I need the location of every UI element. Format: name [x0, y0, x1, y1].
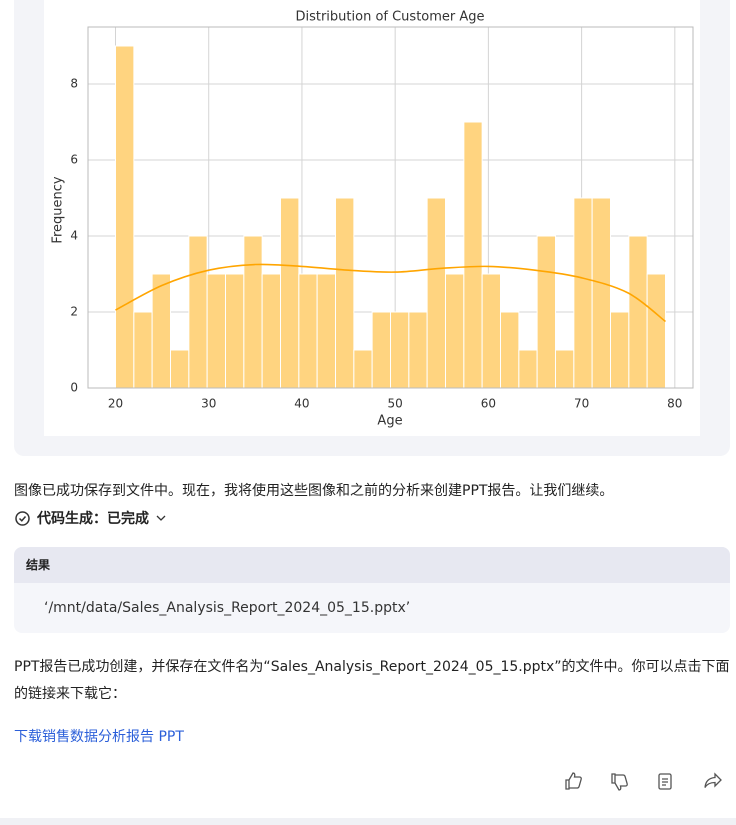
bar — [261, 273, 281, 389]
y-axis-label: Frequency — [51, 176, 66, 243]
bar — [500, 311, 520, 389]
message-text: 图像已成功保存到文件中。现在，我将使用这些图像和之前的分析来创建PPT报告。让我… — [14, 483, 614, 499]
bar — [151, 273, 171, 389]
bar — [610, 311, 630, 389]
dislike-button[interactable] — [611, 773, 628, 791]
kde-line — [115, 263, 666, 323]
bar — [518, 349, 538, 389]
chart: Distribution of Customer Age Age Frequen… — [44, 0, 700, 436]
bar — [408, 311, 428, 389]
bottom-strip — [0, 818, 736, 825]
bar — [170, 349, 190, 389]
bar — [188, 235, 208, 389]
y-tick-label: 2 — [70, 305, 78, 319]
result-value: ‘/mnt/data/Sales_Analysis_Report_2024_05… — [44, 600, 411, 616]
action-bar — [565, 772, 722, 791]
bar — [206, 273, 226, 389]
result-header: 结果 — [14, 547, 730, 583]
bar — [133, 311, 153, 389]
chart-title: Distribution of Customer Age — [295, 10, 484, 25]
bar — [628, 235, 648, 389]
bar — [316, 273, 336, 389]
y-tick-label: 4 — [70, 229, 78, 243]
bar — [573, 197, 593, 389]
message-text: PPT报告已成功创建，并保存在文件名为“Sales_Analysis_Repor… — [14, 659, 730, 702]
share-button[interactable] — [704, 772, 722, 788]
x-tick-label: 30 — [201, 397, 216, 411]
bar — [371, 311, 391, 389]
bar — [591, 197, 612, 389]
y-tick-label: 6 — [70, 153, 78, 167]
bar — [445, 273, 465, 389]
x-tick-label: 50 — [388, 397, 403, 411]
copy-button[interactable] — [658, 773, 672, 790]
x-tick-label: 70 — [574, 397, 589, 411]
bar — [646, 273, 667, 389]
like-button[interactable] — [565, 772, 582, 790]
bar — [536, 235, 556, 389]
chevron-icon — [156, 515, 166, 521]
bar — [463, 121, 483, 389]
bar — [555, 349, 575, 389]
bar — [353, 349, 373, 389]
x-tick-label: 80 — [667, 397, 682, 411]
x-tick-label: 20 — [108, 397, 123, 411]
x-tick-label: 60 — [481, 397, 496, 411]
bar — [298, 273, 318, 389]
code-status[interactable]: 代码生成：已完成 — [14, 507, 167, 529]
bar — [390, 311, 410, 389]
bar — [335, 197, 355, 389]
code-status-text: 代码生成：已完成 — [37, 511, 149, 527]
x-tick-label: 40 — [294, 397, 309, 411]
download-link[interactable]: 下载销售数据分析报告 PPT — [14, 729, 184, 745]
bar — [481, 273, 501, 389]
bar — [280, 197, 300, 389]
check-icon — [15, 510, 30, 526]
x-axis-label: Age — [377, 414, 402, 429]
bar — [426, 197, 446, 389]
y-tick-label: 0 — [70, 381, 78, 395]
y-tick-label: 8 — [70, 77, 78, 91]
bar — [225, 273, 245, 389]
bar — [115, 45, 135, 389]
bar — [243, 235, 263, 389]
plot-frame — [87, 26, 694, 389]
result-box: 结果 ‘/mnt/data/Sales_Analysis_Report_2024… — [14, 547, 730, 633]
